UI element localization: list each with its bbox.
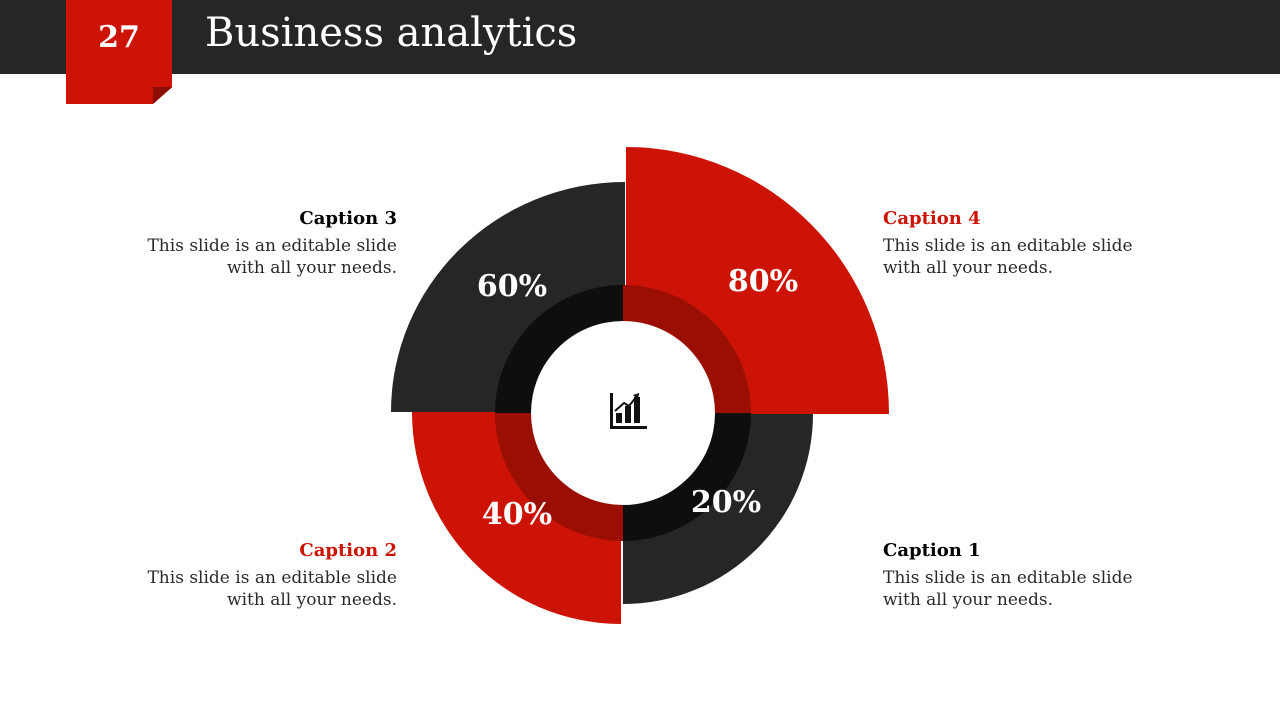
caption-block-1: Caption 1 This slide is an editable slid… xyxy=(883,539,1173,611)
caption-title: Caption 1 xyxy=(883,540,981,561)
caption-block-4: Caption 4 This slide is an editable slid… xyxy=(883,207,1173,279)
slide-number-tab xyxy=(66,0,172,104)
segment-label-60: 60% xyxy=(477,269,547,304)
slide-number: 27 xyxy=(98,20,140,55)
segment-label-40: 40% xyxy=(482,497,552,532)
caption-body: This slide is an editable slide with all… xyxy=(147,236,397,278)
caption-body: This slide is an editable slide with all… xyxy=(147,568,397,610)
center-circle xyxy=(531,321,715,505)
slide-title: Business analytics xyxy=(205,10,578,56)
caption-title: Caption 2 xyxy=(299,540,397,561)
header-bar xyxy=(0,0,1280,74)
segment-label-20: 20% xyxy=(691,485,761,520)
segment-label-80: 80% xyxy=(728,264,798,299)
caption-title: Caption 3 xyxy=(299,208,397,229)
caption-block-3: Caption 3 This slide is an editable slid… xyxy=(107,207,397,279)
caption-body: This slide is an editable slide with all… xyxy=(883,236,1133,278)
bar-chart-growth-icon xyxy=(610,393,647,429)
caption-title: Caption 4 xyxy=(883,208,981,229)
caption-body: This slide is an editable slide with all… xyxy=(883,568,1133,610)
caption-block-2: Caption 2 This slide is an editable slid… xyxy=(107,539,397,611)
